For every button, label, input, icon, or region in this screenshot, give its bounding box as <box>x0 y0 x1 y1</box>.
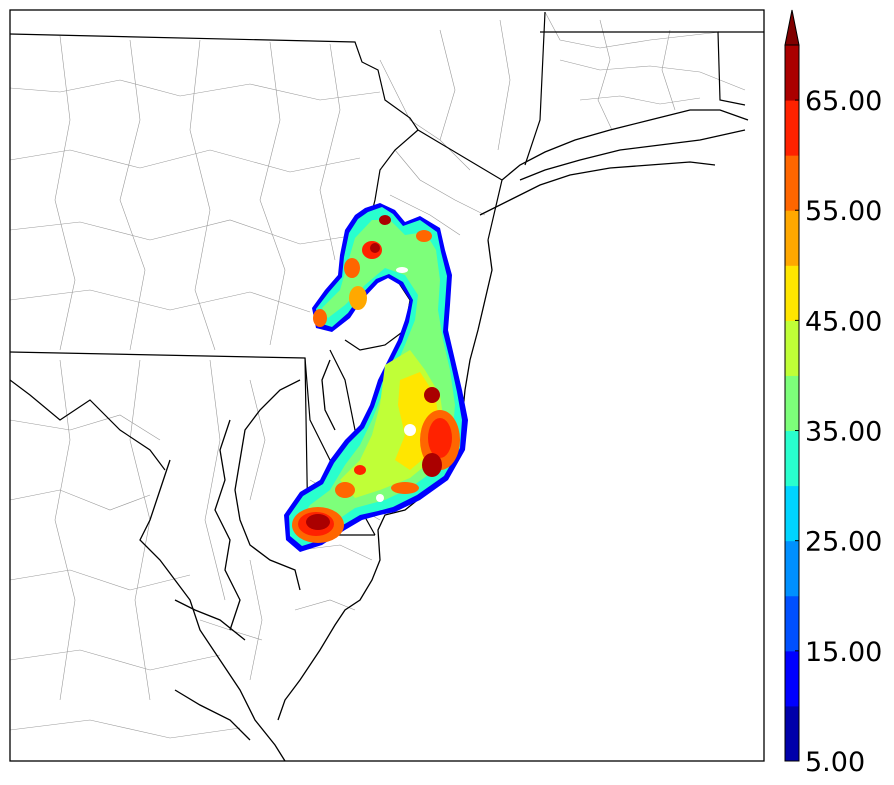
swath-gap <box>376 494 384 502</box>
colorbar-tick-label: 65.00 <box>805 86 882 117</box>
colorbar-tick-label: 5.00 <box>805 747 865 778</box>
colorbar-segment <box>785 705 799 762</box>
colorbar-segment <box>785 595 799 652</box>
colorbar-outline <box>784 44 800 762</box>
map-border <box>9 9 765 762</box>
colorbar-segment <box>785 430 799 487</box>
colorbar-segment <box>785 375 799 432</box>
county-borders <box>9 11 746 739</box>
colorbar-tick-label: 35.00 <box>805 417 882 448</box>
swath-cores <box>292 215 460 543</box>
map-panel <box>9 9 765 762</box>
colorbar-extend-arrow <box>784 9 800 46</box>
colorbar-tick-label: 25.00 <box>805 527 882 558</box>
colorbar-segment <box>785 45 799 101</box>
colorbar-segment <box>785 485 799 542</box>
swath-gap <box>396 267 408 273</box>
colorbar: 5.00 15.00 25.00 35.00 45.00 55.00 65.00 <box>784 9 882 778</box>
colorbar-segment <box>785 540 799 597</box>
precip-swath <box>284 203 468 552</box>
colorbar-tick-label: 55.00 <box>805 196 882 227</box>
colorbar-segment <box>785 100 799 156</box>
colorbar-tick-label: 15.00 <box>805 637 882 668</box>
colorbar-segment <box>785 155 799 211</box>
coastlines <box>139 109 749 762</box>
swath-gap <box>404 424 416 436</box>
colorbar-segment <box>785 265 799 321</box>
colorbar-segment <box>785 320 799 376</box>
colorbar-segment <box>785 650 799 707</box>
colorbar-tick-label: 45.00 <box>805 306 882 337</box>
colorbar-segment <box>785 210 799 266</box>
